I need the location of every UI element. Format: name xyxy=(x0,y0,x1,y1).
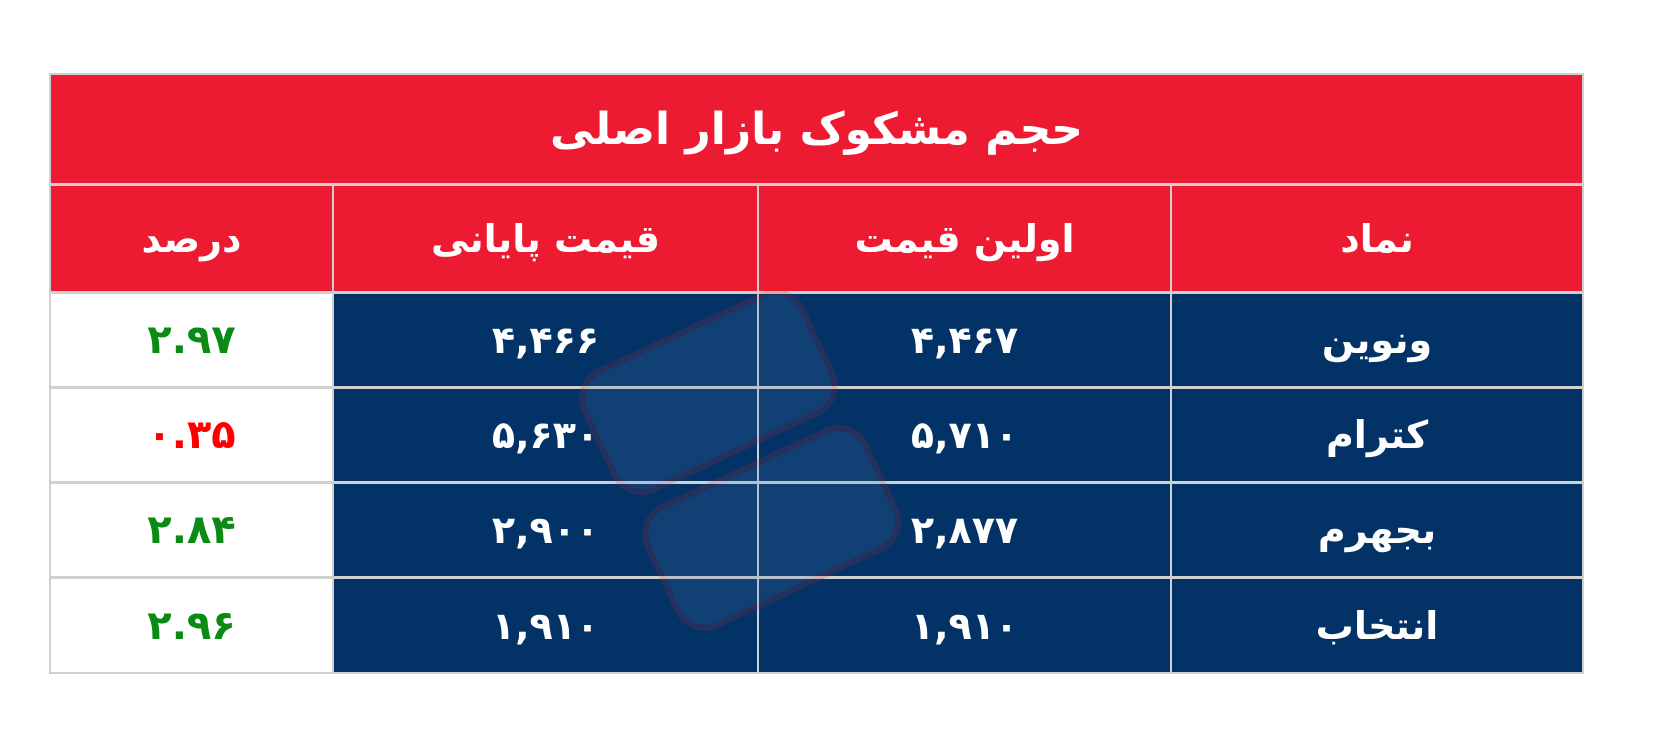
header-last-price: قیمت پایانی xyxy=(332,186,757,291)
symbol-cell: ونوین xyxy=(1170,294,1582,386)
suspicious-volume-table: حجم مشکوک بازار اصلی نماد اولین قیمت قیم… xyxy=(49,73,1584,674)
header-percent: درصد xyxy=(51,186,332,291)
last-price-cell: ۲,۹۰۰ xyxy=(332,484,757,576)
first-price-cell: ۴,۴۶۷ xyxy=(757,294,1170,386)
header-first-price: اولین قیمت xyxy=(757,186,1170,291)
table-row: کترام ۵,۷۱۰ ۵,۶۳۰ ۰.۳۵ xyxy=(51,389,1582,484)
symbol-cell: انتخاب xyxy=(1170,579,1582,672)
percent-cell: ۲.۹۷ xyxy=(51,294,332,386)
header-row: نماد اولین قیمت قیمت پایانی درصد xyxy=(51,186,1582,294)
table-row: انتخاب ۱,۹۱۰ ۱,۹۱۰ ۲.۹۶ xyxy=(51,579,1582,672)
last-price-cell: ۴,۴۶۶ xyxy=(332,294,757,386)
first-price-cell: ۲,۸۷۷ xyxy=(757,484,1170,576)
percent-cell: ۲.۸۴ xyxy=(51,484,332,576)
header-symbol: نماد xyxy=(1170,186,1582,291)
percent-cell: ۲.۹۶ xyxy=(51,579,332,672)
last-price-cell: ۵,۶۳۰ xyxy=(332,389,757,481)
symbol-cell: بجهرم xyxy=(1170,484,1582,576)
percent-cell: ۰.۳۵ xyxy=(51,389,332,481)
table-row: ونوین ۴,۴۶۷ ۴,۴۶۶ ۲.۹۷ xyxy=(51,294,1582,389)
table-row: بجهرم ۲,۸۷۷ ۲,۹۰۰ ۲.۸۴ xyxy=(51,484,1582,579)
table-title: حجم مشکوک بازار اصلی xyxy=(51,75,1582,186)
symbol-cell: کترام xyxy=(1170,389,1582,481)
first-price-cell: ۱,۹۱۰ xyxy=(757,579,1170,672)
last-price-cell: ۱,۹۱۰ xyxy=(332,579,757,672)
first-price-cell: ۵,۷۱۰ xyxy=(757,389,1170,481)
